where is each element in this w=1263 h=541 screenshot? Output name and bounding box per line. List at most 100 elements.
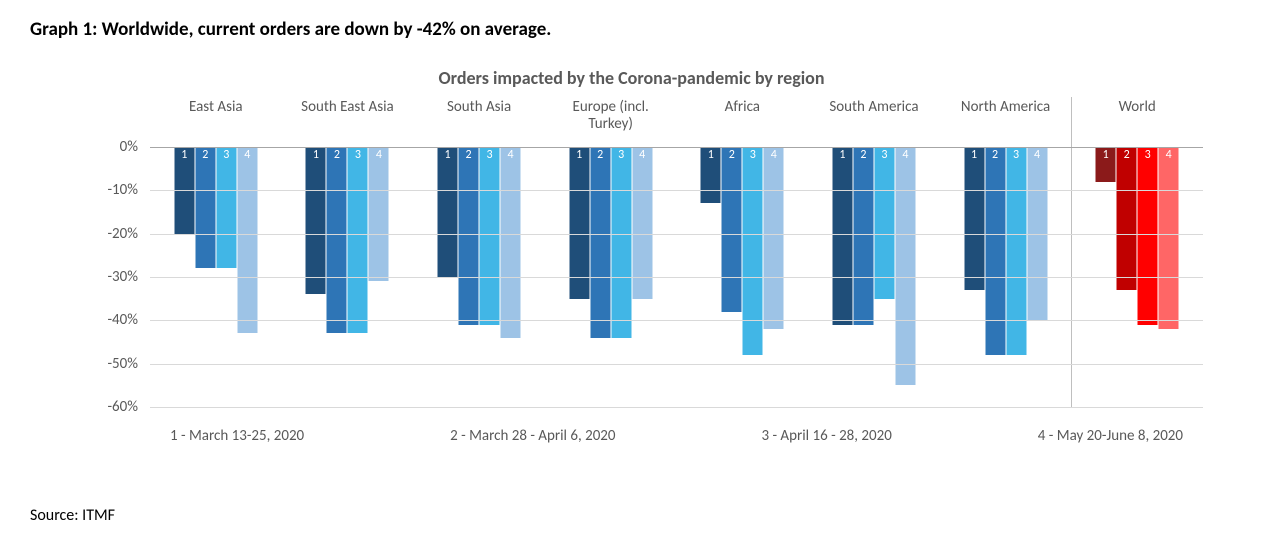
chart-group: South America 1234	[808, 97, 940, 407]
legend-item: 4 - May 20-June 8, 2020	[1038, 427, 1183, 445]
bar: 4	[764, 147, 784, 329]
group-separator	[1071, 97, 1072, 407]
group-label: World	[1071, 99, 1203, 116]
chart-group: North America 1234	[940, 97, 1072, 407]
bar: 4	[632, 147, 652, 299]
bar-number-label: 1	[569, 148, 589, 162]
bar: 4	[501, 147, 521, 338]
bar: 1	[964, 147, 984, 290]
graph-title: Graph 1: Worldwide, current orders are d…	[30, 18, 1233, 41]
gridline	[150, 277, 1203, 278]
chart-group: Africa 1234	[677, 97, 809, 407]
plot-area: East Asia1234South East Asia1234South As…	[150, 97, 1203, 407]
chart-group: South Asia 1234	[413, 97, 545, 407]
bar: 3	[348, 147, 368, 333]
bar-number-label: 4	[501, 148, 521, 162]
bar-number-label: 1	[832, 148, 852, 162]
bar-number-label: 4	[369, 148, 389, 162]
group-label: South America	[808, 99, 940, 116]
bar: 1	[701, 147, 721, 203]
bar: 2	[853, 147, 873, 325]
bar-number-label: 4	[764, 148, 784, 162]
bar-number-label: 3	[1006, 148, 1026, 162]
bar-number-label: 3	[874, 148, 894, 162]
y-axis: 0%-10%-20%-30%-40%-50%-60%	[30, 147, 150, 407]
group-label: East Asia	[150, 99, 282, 116]
bar: 3	[743, 147, 763, 355]
group-label: South East Asia	[282, 99, 414, 116]
group-label: Europe (incl. Turkey)	[545, 99, 677, 134]
y-tick-label: -50%	[107, 355, 138, 373]
chart: 0%-10%-20%-30%-40%-50%-60% East Asia1234…	[30, 97, 1233, 427]
bar-number-label: 2	[590, 148, 610, 162]
bar: 3	[1006, 147, 1026, 355]
legend-item: 3 - April 16 - 28, 2020	[761, 427, 891, 445]
y-tick-label: -40%	[107, 311, 138, 329]
bar-number-label: 3	[611, 148, 631, 162]
bar-number-label: 2	[459, 148, 479, 162]
bar: 2	[722, 147, 742, 312]
y-tick-label: -20%	[107, 225, 138, 243]
bar: 1	[306, 147, 326, 294]
bar: 4	[237, 147, 257, 333]
source-label: Source: ITMF	[30, 506, 115, 525]
group-label: South Asia	[413, 99, 545, 116]
bar-number-label: 4	[1027, 148, 1047, 162]
bar-number-label: 3	[1138, 148, 1158, 162]
bar: 2	[195, 147, 215, 268]
gridline	[150, 190, 1203, 191]
legend-item: 2 - March 28 - April 6, 2020	[450, 427, 615, 445]
bar: 1	[832, 147, 852, 325]
bar-number-label: 3	[480, 148, 500, 162]
bar-number-label: 1	[174, 148, 194, 162]
bar: 3	[480, 147, 500, 325]
bar: 2	[985, 147, 1005, 355]
chart-group: South East Asia 1234	[282, 97, 414, 407]
bar-number-label: 1	[1096, 148, 1116, 162]
bar-number-label: 3	[743, 148, 763, 162]
bar: 4	[369, 147, 389, 281]
bar-number-label: 2	[1117, 148, 1137, 162]
chart-group: East Asia 1234	[150, 97, 282, 407]
bar-number-label: 4	[237, 148, 257, 162]
group-label: North America	[940, 99, 1072, 116]
y-tick-label: -60%	[107, 398, 138, 416]
bar-number-label: 1	[306, 148, 326, 162]
y-tick-label: -30%	[107, 268, 138, 286]
bar: 3	[216, 147, 236, 268]
bar: 2	[590, 147, 610, 338]
bar: 1	[1096, 147, 1116, 182]
bar: 3	[1138, 147, 1158, 325]
chart-groups: East Asia1234South East Asia1234South As…	[150, 97, 1203, 407]
bar-number-label: 2	[853, 148, 873, 162]
bar-number-label: 2	[985, 148, 1005, 162]
bar-number-label: 3	[348, 148, 368, 162]
bar-number-label: 1	[438, 148, 458, 162]
legend-item: 1 - March 13-25, 2020	[170, 427, 304, 445]
bar: 2	[327, 147, 347, 333]
bar: 2	[1117, 147, 1137, 290]
bar-number-label: 1	[701, 148, 721, 162]
legend: 1 - March 13-25, 2020 2 - March 28 - Apri…	[150, 423, 1203, 445]
bar: 4	[1159, 147, 1179, 329]
bar: 1	[438, 147, 458, 277]
bar-number-label: 4	[895, 148, 915, 162]
bar-number-label: 2	[327, 148, 347, 162]
bar-number-label: 2	[195, 148, 215, 162]
bar: 1	[569, 147, 589, 299]
bar-number-label: 1	[964, 148, 984, 162]
chart-group: Europe (incl. Turkey) 1234	[545, 97, 677, 407]
bar-number-label: 2	[722, 148, 742, 162]
axis-zero-line	[150, 147, 1203, 148]
bar: 4	[895, 147, 915, 385]
group-label: Africa	[677, 99, 809, 116]
gridline	[150, 364, 1203, 365]
gridline	[150, 407, 1203, 408]
bar: 3	[611, 147, 631, 338]
bar: 3	[874, 147, 894, 299]
chart-title: Orders impacted by the Corona-pandemic b…	[30, 67, 1233, 89]
gridline	[150, 320, 1203, 321]
chart-group: World 1234	[1071, 97, 1203, 407]
page: Graph 1: Worldwide, current orders are d…	[0, 0, 1263, 541]
y-tick-label: -10%	[107, 181, 138, 199]
